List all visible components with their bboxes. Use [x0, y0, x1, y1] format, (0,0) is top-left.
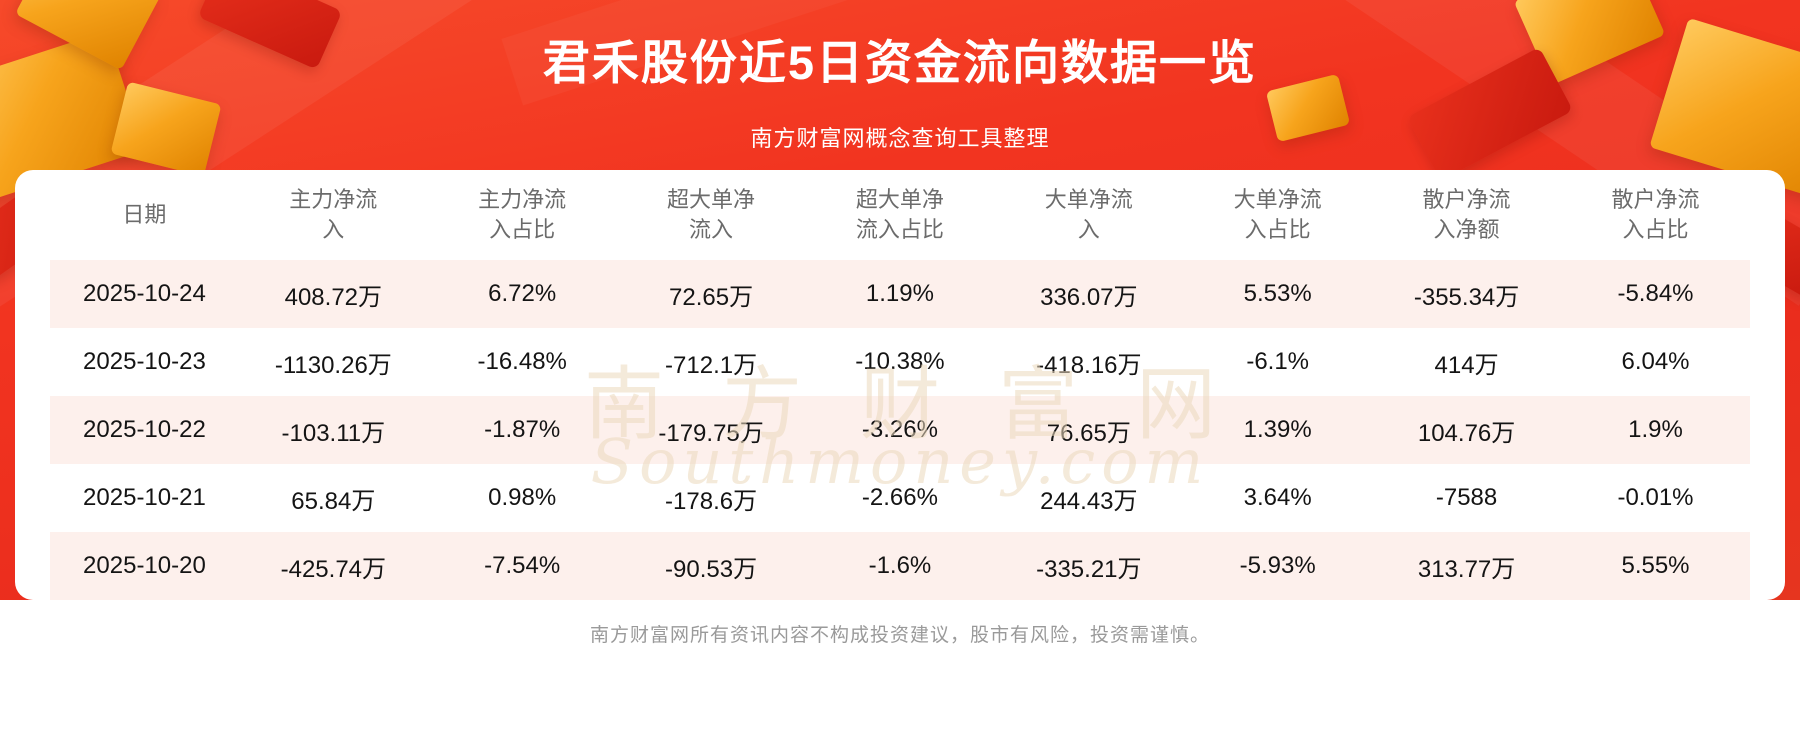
- value-cell: -178.6万: [665, 487, 758, 515]
- date-cell: 2025-10-20: [83, 552, 206, 579]
- value-cell: -5.93%: [1239, 552, 1316, 579]
- value-cell: 244.43万: [1040, 487, 1138, 515]
- value-cell: 414万: [1434, 351, 1499, 379]
- value-cell: 72.65万: [669, 283, 754, 311]
- value-cell: -2.66%: [861, 484, 938, 511]
- data-table-card: 日期 主力净流入 主力净流入占比 超大单净流入 超大单净流入占比 大单净流入 大单净流入占比…: [15, 170, 1785, 600]
- value-cell: 5.53%: [1243, 280, 1312, 307]
- table-header-row: 日期 主力净流入 主力净流入占比 超大单净流入 超大单净流入占比 大单净流入 大单净流入占比…: [50, 170, 1750, 260]
- value-cell: -10.38%: [855, 348, 945, 375]
- value-cell: 104.76万: [1417, 419, 1516, 447]
- table-body: 2025-10-24 408.72万 6.72% 72.65万 1.19% 336.07万…: [50, 260, 1750, 600]
- value-cell: -179.75万: [658, 419, 764, 447]
- value-cell: -6.1%: [1246, 348, 1310, 375]
- footer-disclaimer: 南方财富网所有资讯内容不构成投资建议，股市有风险，投资需谨慎。: [589, 625, 1210, 646]
- value-cell: -16.48%: [477, 348, 567, 375]
- column-header: 大单净流入占比: [1233, 187, 1322, 242]
- value-cell: -1130.26万: [274, 351, 392, 379]
- value-cell: 313.77万: [1417, 555, 1516, 583]
- value-cell: -3.26%: [861, 416, 938, 443]
- value-cell: 6.72%: [488, 280, 557, 307]
- page-subtitle: 南方财富网概念查询工具整理: [750, 126, 1050, 151]
- value-cell: -418.16万: [1036, 351, 1142, 379]
- value-cell: 3.64%: [1243, 484, 1312, 511]
- value-cell: 1.39%: [1243, 416, 1312, 443]
- date-cell: 2025-10-24: [83, 280, 206, 307]
- table-row: 2025-10-21 65.84万 0.98% -178.6万 -2.66% 244.43…: [50, 464, 1750, 532]
- value-cell: -90.53万: [665, 555, 758, 583]
- value-cell: -712.1万: [665, 351, 758, 379]
- value-cell: -335.21万: [1036, 555, 1142, 583]
- column-header: 超大单净流入占比: [855, 187, 944, 242]
- value-cell: -5.84%: [1617, 280, 1694, 307]
- value-cell: 1.19%: [865, 280, 934, 307]
- value-cell: -425.74万: [280, 555, 387, 583]
- column-header: 大单净流入: [1044, 187, 1133, 242]
- value-cell: -1.6%: [868, 552, 932, 579]
- value-cell: 5.55%: [1621, 552, 1690, 579]
- value-cell: 336.07万: [1040, 283, 1138, 311]
- column-header: 散户净流入净额: [1422, 187, 1511, 242]
- value-cell: -7588: [1435, 484, 1498, 511]
- date-cell: 2025-10-21: [83, 484, 206, 511]
- value-cell: -103.11万: [281, 419, 386, 447]
- date-cell: 2025-10-22: [83, 416, 206, 443]
- column-header-date: 日期: [122, 202, 167, 228]
- value-cell: -0.01%: [1617, 484, 1694, 511]
- value-cell: 6.04%: [1621, 348, 1690, 375]
- table-row: 2025-10-23 -1130.26万 -16.48% -712.1万 -10.38%…: [50, 328, 1750, 396]
- column-header: 散户净流入占比: [1611, 187, 1700, 242]
- value-cell: 1.9%: [1628, 416, 1683, 443]
- date-cell: 2025-10-23: [83, 348, 206, 375]
- value-cell: 0.98%: [488, 484, 557, 511]
- page-title: 君禾股份近5日资金流向数据一览: [542, 36, 1258, 89]
- column-header: 主力净流入占比: [478, 187, 567, 242]
- fund-flow-table: 日期 主力净流入 主力净流入占比 超大单净流入 超大单净流入占比 大单净流入 大单净流入占比…: [50, 170, 1750, 600]
- table-row: 2025-10-22 -103.11万 -1.87% -179.75万 -3.26% 76…: [50, 396, 1750, 464]
- table-row: 2025-10-20 -425.74万 -7.54% -90.53万 -1.6% -335…: [50, 532, 1750, 600]
- value-cell: -1.87%: [484, 416, 561, 443]
- value-cell: -7.54%: [484, 552, 561, 579]
- column-header: 超大单净流入: [667, 187, 756, 242]
- table-row: 2025-10-24 408.72万 6.72% 72.65万 1.19% 336.07万…: [50, 260, 1750, 328]
- value-cell: -355.34万: [1413, 283, 1520, 311]
- value-cell: 65.84万: [291, 487, 376, 515]
- value-cell: 408.72万: [284, 283, 383, 311]
- column-header: 主力净流入: [289, 187, 378, 242]
- value-cell: 76.65万: [1046, 419, 1131, 447]
